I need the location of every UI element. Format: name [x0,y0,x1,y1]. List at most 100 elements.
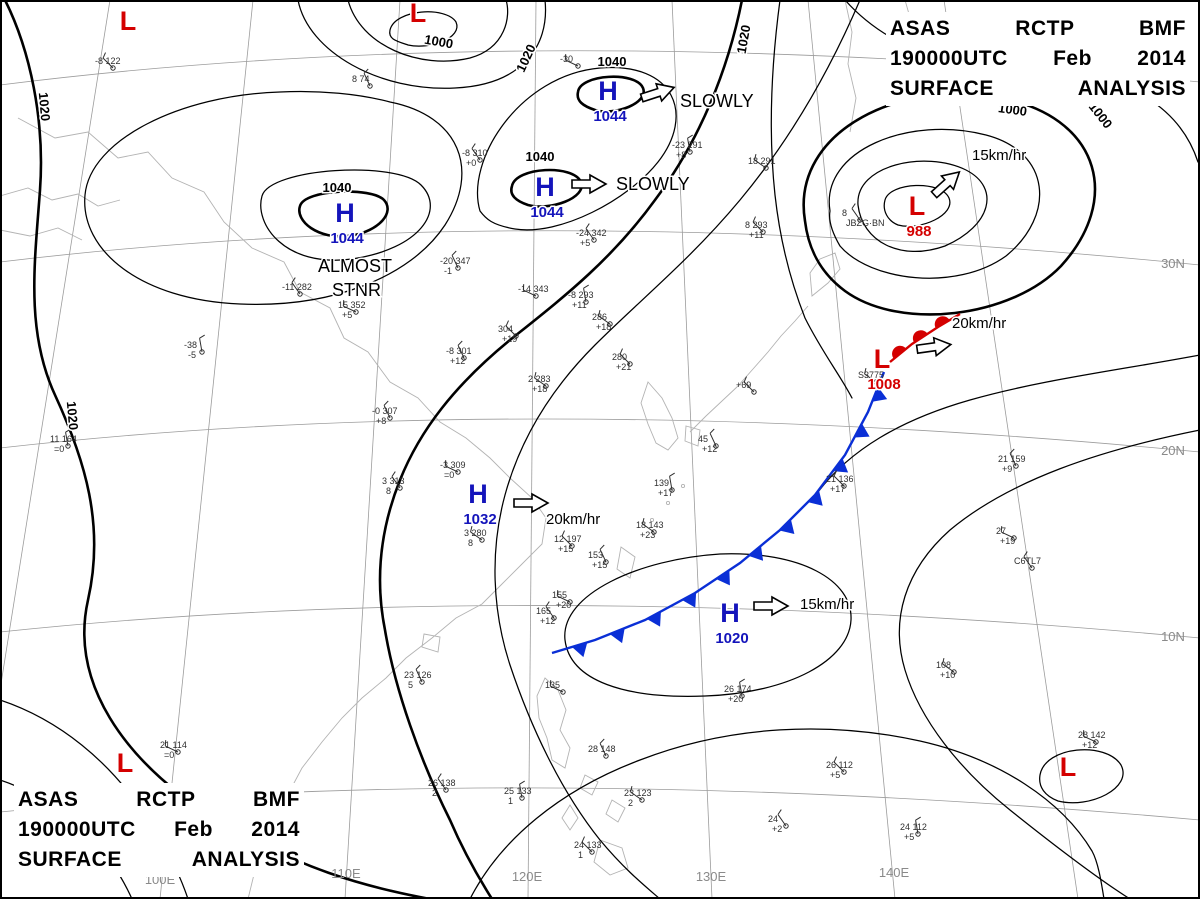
wind-barb [1000,526,1015,539]
pressure-center-letter: H [335,198,355,228]
coastline-island [605,799,626,823]
station-circle [857,217,863,223]
station-value: 28 142 [1078,730,1106,740]
wind-barb [581,836,593,853]
station-plot: 24+2 [768,809,789,834]
station-value: 18 143 [636,520,664,530]
annotation-text: SLOWLY [616,174,690,194]
station-value: +69 [736,380,751,390]
wind-barb [754,154,767,169]
wind-barb [1082,730,1097,743]
station-value: 25 133 [504,786,532,796]
pressure-center-H-1044: H 1044 [529,171,566,223]
cold-front-triangle [807,490,823,506]
graticule-line [0,230,1200,266]
coastline-island [561,804,579,831]
station-circle [763,165,769,171]
cold-front-triangle [779,519,795,534]
station-value: 21 114 [160,740,187,750]
isobar-line [770,0,853,399]
isobar-label: 1040 [526,149,555,164]
station-circle [841,769,847,775]
station-plot: 21 114=0 [160,740,187,760]
station-circle [575,63,581,69]
cold-front-triangle [646,611,661,627]
station-value: -5 [188,350,196,360]
pressure-center-letter: H [535,172,555,202]
isobar-line [494,0,861,899]
annotation-text: 15km/hr [800,596,854,613]
station-value: +15 [558,544,573,554]
station-value: 18 291 [748,156,776,166]
station-value: 5 [408,680,413,690]
pressure-center-letter: L [117,748,134,778]
station-value: +5 [580,238,590,248]
annotations: SLOWLY SLOWLY ALMOST STNR 15km/hr 20km/hr 20km… [317,90,1028,615]
cold-front-triangle [872,386,888,402]
station-circle [760,229,766,235]
latitude-label: 30N [1161,256,1185,271]
wind-barb [752,216,764,233]
station-value: 21 159 [998,454,1026,464]
station-plot: 153+15 [588,544,609,570]
pressure-center-value: 1020 [715,630,748,647]
warm-front-semicircle [912,330,928,343]
station-plot: -8 301+12 [446,340,472,366]
station-value: 24 133 [574,840,602,850]
warm-front-line [889,312,961,363]
coastlines [0,0,914,899]
station-plot: -20 347-1 [440,250,471,276]
coastline [17,117,547,899]
motion-arrow [571,173,608,195]
station-value: +12 [702,444,717,454]
station-circle [589,849,595,855]
station-circle [367,83,373,89]
station-circle [751,389,757,395]
wind-barb [471,143,481,161]
station-value: 11 164 [50,434,77,444]
station-value: 304 [498,324,513,334]
station-plot: 18 143+23 [636,518,664,540]
isobar-line [828,128,1041,279]
isobar-line [260,169,431,261]
wind-barb [451,250,459,269]
wind-barb [743,376,755,393]
pressure-center-L: L [115,747,135,780]
wind-barb [669,472,675,491]
wind-barb [599,738,607,757]
wind-barb [545,601,555,619]
motion-arrow [930,170,961,199]
station-value: 2 283 [528,374,551,384]
pressure-center-letter: H [468,479,488,509]
station-value: +5 [904,832,914,842]
isobar-label: 1020 [734,24,754,55]
station-value: +2 [772,824,782,834]
station-value: =0 [54,444,64,454]
isobar-label: 1020 [513,42,539,75]
isobar-line [510,168,583,208]
isobar-line [84,90,463,305]
motion-arrows [513,82,961,617]
station-plot: 11 164=0 [50,428,77,454]
station-value: -24 342 [576,228,607,238]
coastline-island [579,774,599,796]
wind-barb [342,300,357,313]
station-circle [353,309,359,315]
station-plot: 8 74 [352,68,373,89]
station-value: 155 [552,590,567,600]
station-value: +11 [749,230,764,240]
coastline-hokkaido [809,252,841,297]
title-block-top-right: ASAS RCTP BMF 190000UTC Feb 2014 SURFACE… [886,12,1190,106]
station-value: +8 [376,416,386,426]
coastline-sakhalin [844,0,857,133]
coastline-ryukyu-island [665,500,671,506]
cold-front-triangle [716,570,730,586]
wind-barb [102,52,114,69]
pressure-center-L: L [408,0,428,30]
wind-barb [534,372,547,387]
isobar-label: 1000 [423,32,454,52]
warm-front-semicircle [892,345,907,359]
station-plot: 280+21 [612,348,633,372]
